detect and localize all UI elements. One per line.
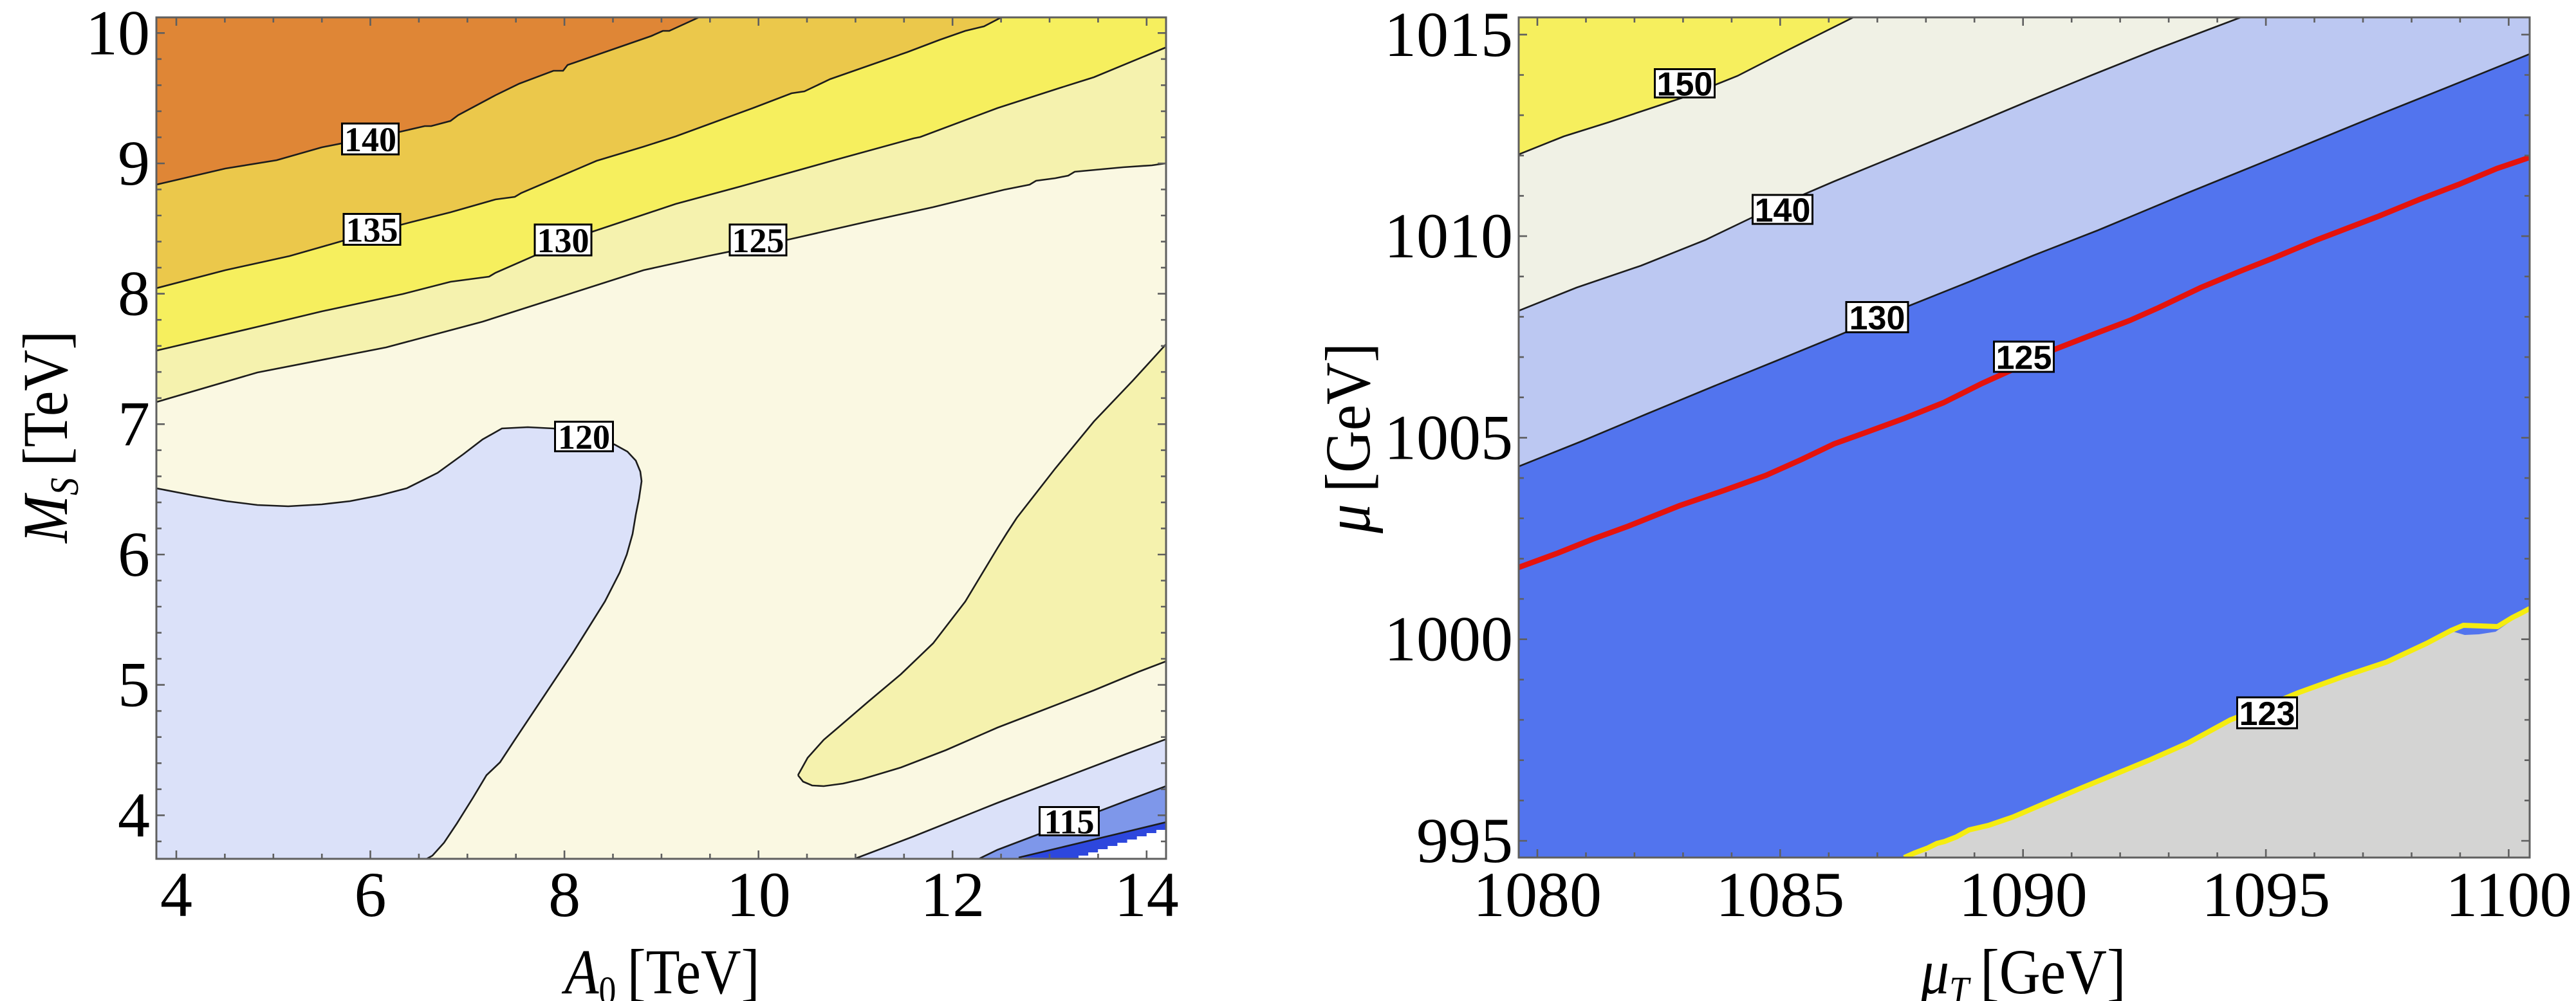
svg-text:MS [TeV]: MS [TeV] xyxy=(10,331,87,544)
svg-text:120: 120 xyxy=(558,418,610,457)
svg-text:6: 6 xyxy=(118,519,150,590)
svg-text:123: 123 xyxy=(2239,695,2295,733)
svg-text:10: 10 xyxy=(727,859,791,930)
svg-text:1005: 1005 xyxy=(1384,401,1513,473)
svg-text:8: 8 xyxy=(548,859,580,930)
svg-text:125: 125 xyxy=(1996,340,2052,377)
svg-text:4: 4 xyxy=(160,859,192,930)
svg-text:125: 125 xyxy=(732,221,784,260)
svg-text:1000: 1000 xyxy=(1384,603,1513,675)
svg-text:140: 140 xyxy=(344,120,396,159)
svg-text:6: 6 xyxy=(355,859,387,930)
svg-text:130: 130 xyxy=(1849,300,1905,337)
svg-text:130: 130 xyxy=(537,221,589,260)
svg-text:1015: 1015 xyxy=(1384,0,1513,70)
svg-text:12: 12 xyxy=(920,859,985,930)
svg-text:140: 140 xyxy=(1755,192,1811,230)
svg-text:135: 135 xyxy=(346,211,398,250)
svg-text:7: 7 xyxy=(118,388,150,459)
svg-text:995: 995 xyxy=(1416,805,1513,876)
svg-text:14: 14 xyxy=(1115,859,1179,930)
svg-text:8: 8 xyxy=(118,258,150,329)
svg-text:9: 9 xyxy=(118,127,150,199)
svg-text:1100: 1100 xyxy=(2445,859,2571,930)
svg-text:μ [GeV]: μ [GeV] xyxy=(1312,343,1384,534)
svg-text:μT [GeV]: μT [GeV] xyxy=(1920,936,2126,1001)
svg-text:1010: 1010 xyxy=(1384,200,1513,271)
svg-text:1085: 1085 xyxy=(1716,859,1844,930)
svg-text:1095: 1095 xyxy=(2201,859,2330,930)
svg-text:A0 [TeV]: A0 [TeV] xyxy=(561,936,759,1001)
svg-text:1080: 1080 xyxy=(1473,859,1602,930)
svg-text:5: 5 xyxy=(118,649,150,721)
svg-text:1090: 1090 xyxy=(1959,859,2088,930)
svg-text:10: 10 xyxy=(86,0,150,68)
svg-text:4: 4 xyxy=(118,779,150,850)
svg-text:150: 150 xyxy=(1657,66,1713,104)
svg-text:115: 115 xyxy=(1044,803,1094,841)
